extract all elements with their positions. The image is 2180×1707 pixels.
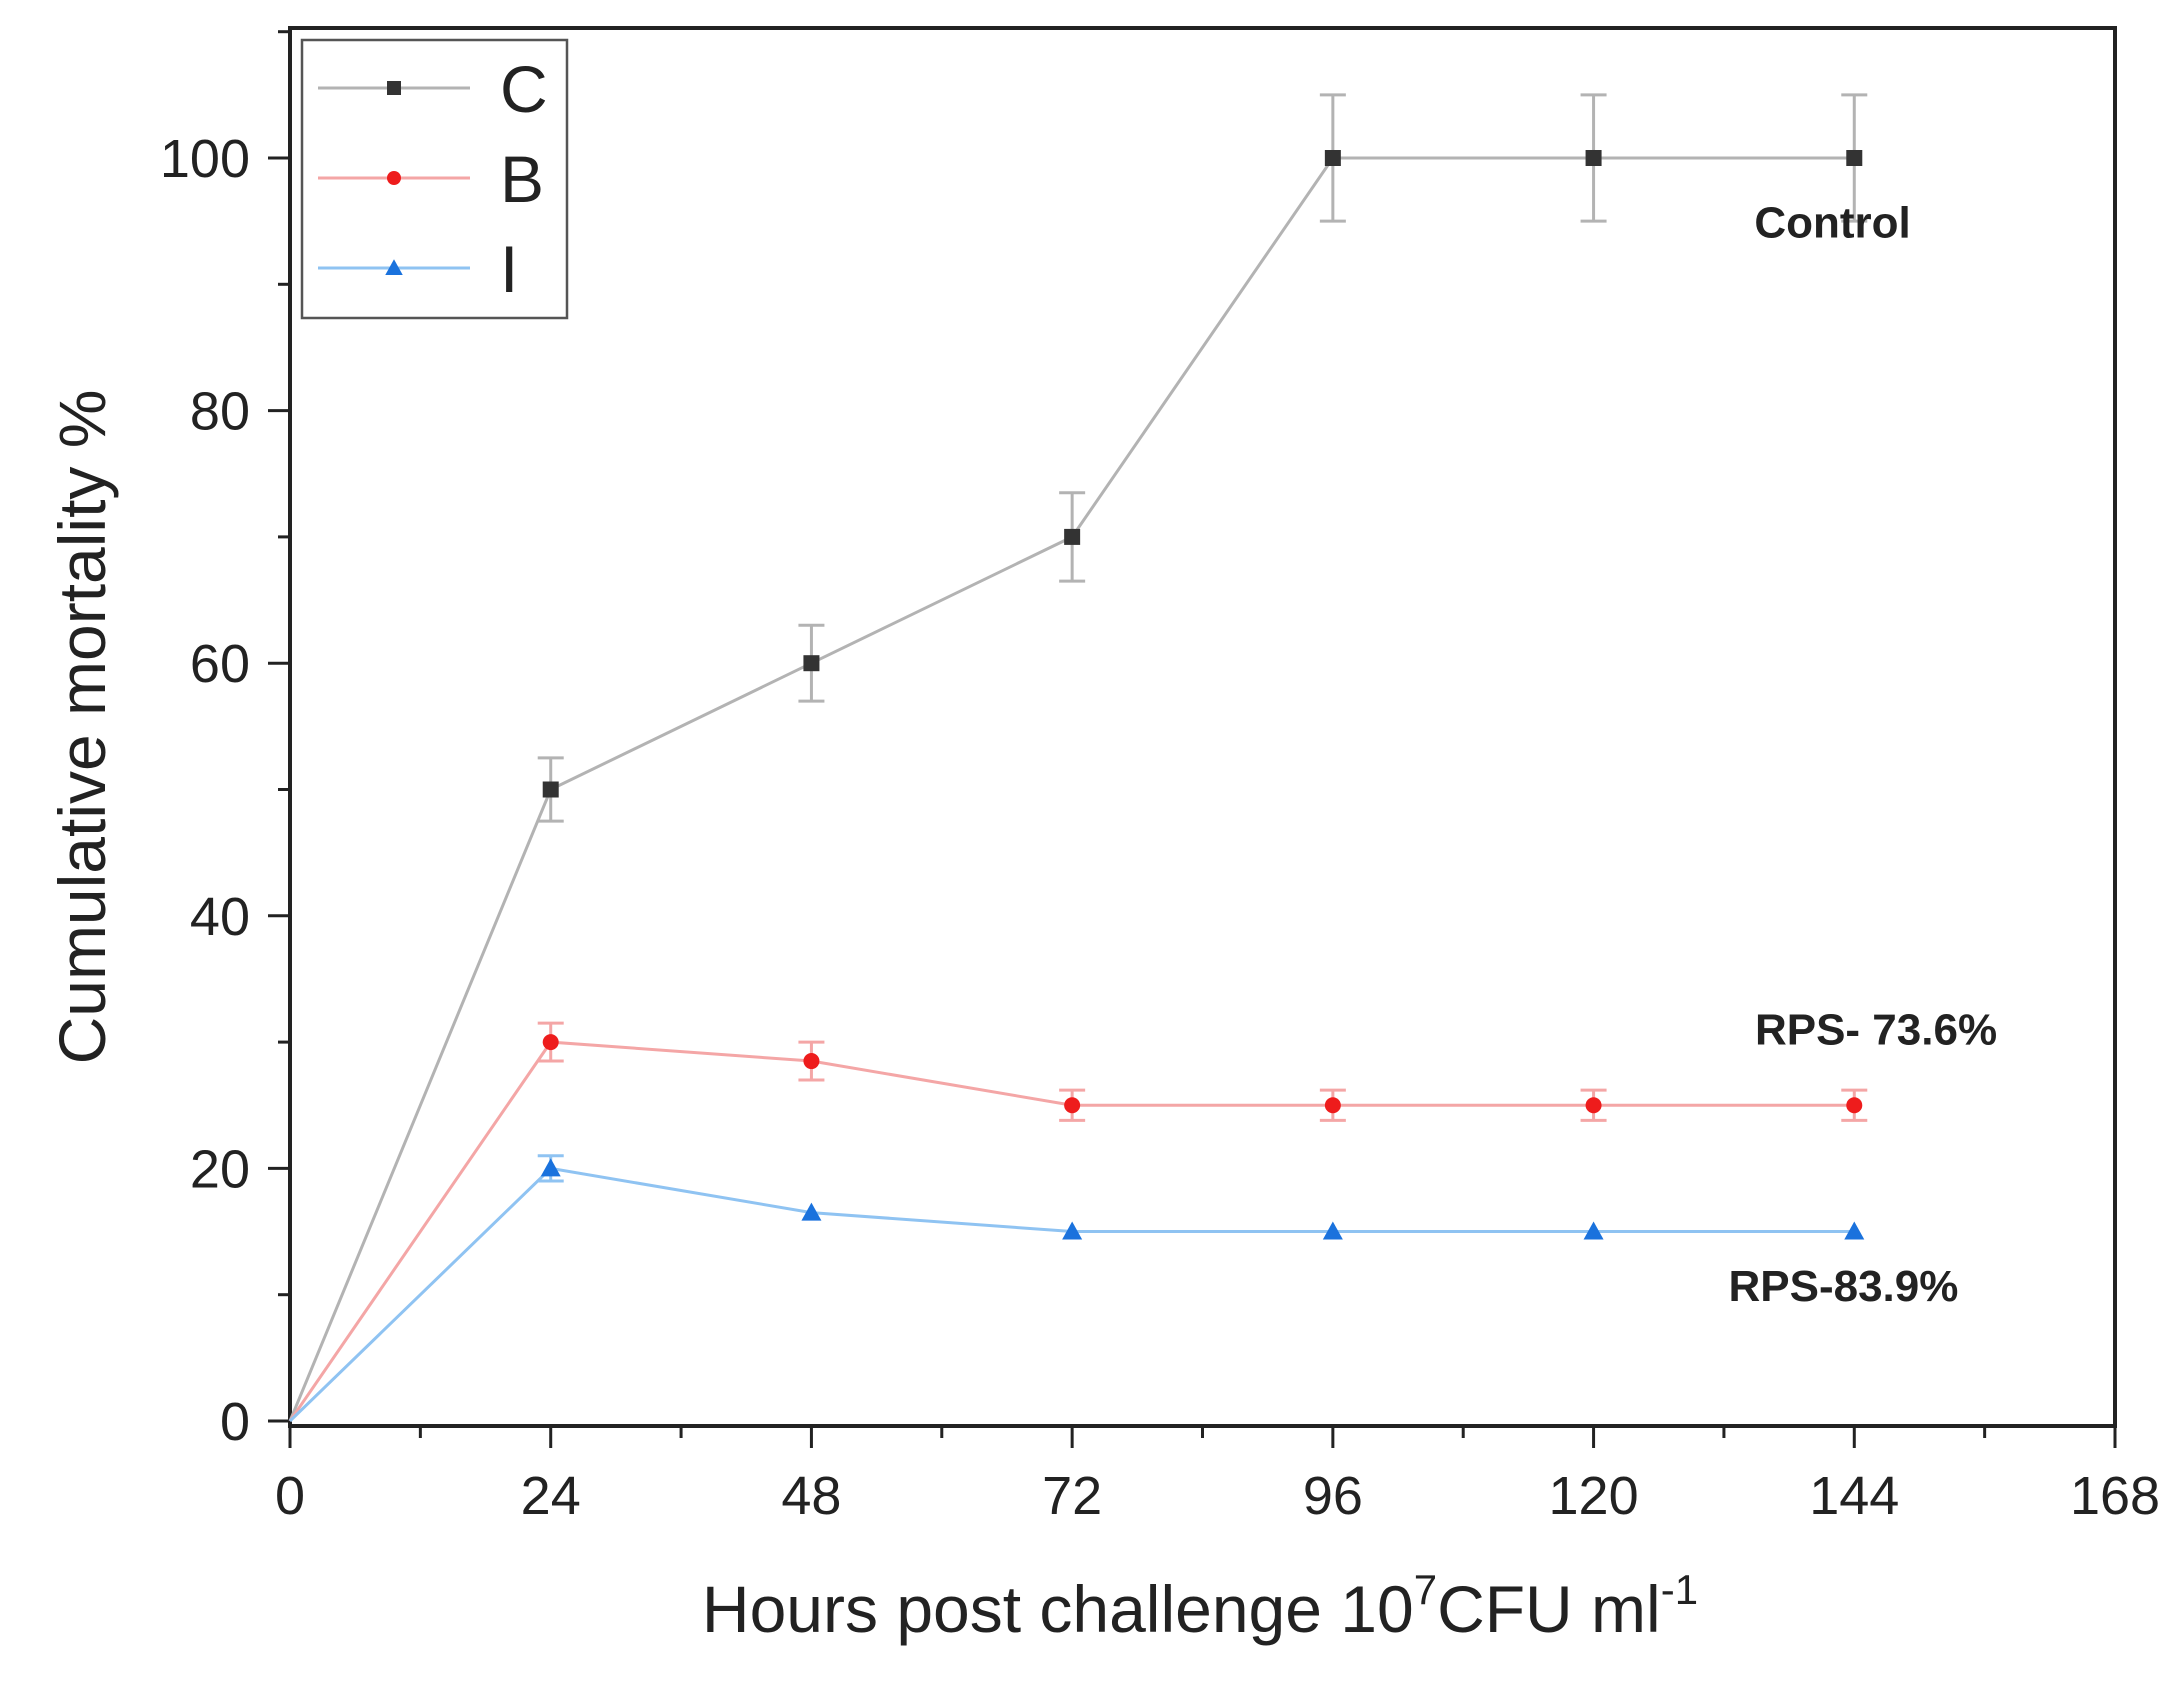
annotation-label: RPS- 73.6% [1755,1006,1997,1055]
x-tick-label: 168 [2070,1466,2160,1526]
x-tick-label: 72 [1042,1466,1102,1526]
legend-items: CBI [318,52,548,306]
annotation-label: Control [1754,199,1910,248]
x-axis-label-main: Hours post challenge 10 [702,1572,1414,1646]
tick-labels: 0 24 48 72 96 120 144 168 0 20 40 60 80 100 [160,129,2160,1526]
x-tick-label: 24 [521,1466,581,1526]
data-point [801,1202,822,1221]
x-tick-label: 120 [1549,1466,1639,1526]
data-point [803,1053,820,1070]
series-layer [288,93,1868,1423]
legend-marker [387,81,401,95]
annotations: Control RPS- 73.6% RPS-83.9% [1728,199,1997,1311]
y-tick-label: 20 [190,1139,250,1199]
legend-label: B [500,142,544,216]
x-tick-label: 0 [275,1466,305,1526]
data-point [1064,1097,1081,1114]
data-point [1585,1097,1602,1114]
data-point [1585,150,1602,166]
legend-label: C [500,52,548,126]
annotation-label: RPS-83.9% [1728,1262,1958,1311]
data-point [1846,150,1863,166]
data-point [542,781,559,798]
x-axis-label-unit: CFU ml [1437,1572,1661,1646]
legend: CBI [300,38,569,320]
x-axis-label-unit-exponent: -1 [1661,1566,1698,1613]
data-point [1846,1097,1863,1114]
series-line [288,1166,1855,1423]
x-tick-label: 48 [781,1466,841,1526]
data-point [1324,150,1341,166]
y-tick-label: 100 [160,129,250,189]
data-point [1322,1221,1343,1240]
legend-label: I [500,232,518,306]
legend-marker [387,171,401,185]
y-tick-label: 0 [220,1392,250,1452]
y-tick-label: 80 [190,382,250,442]
series-C [288,93,1868,1422]
data-point [1583,1221,1604,1240]
y-tick-label: 40 [190,887,250,947]
x-tick-label: 144 [1809,1466,1899,1526]
legend-marker [385,259,403,275]
data-point [540,1158,561,1177]
series-B [288,1021,1868,1422]
data-point [542,1034,559,1051]
data-point [803,655,820,672]
x-axis-label: Hours post challenge 107CFU ml-1 [702,1566,1698,1646]
data-point [1844,1221,1865,1240]
axis-ticks [268,30,2117,1448]
y-tick-label: 60 [190,634,250,694]
y-axis-label: Cumulative mortality % [45,390,119,1065]
x-axis-label-exponent: 7 [1414,1566,1437,1613]
data-point [1324,1097,1341,1114]
data-point [1064,528,1081,545]
data-point [1062,1221,1083,1240]
x-tick-label: 96 [1303,1466,1363,1526]
series-I [288,1154,1865,1423]
